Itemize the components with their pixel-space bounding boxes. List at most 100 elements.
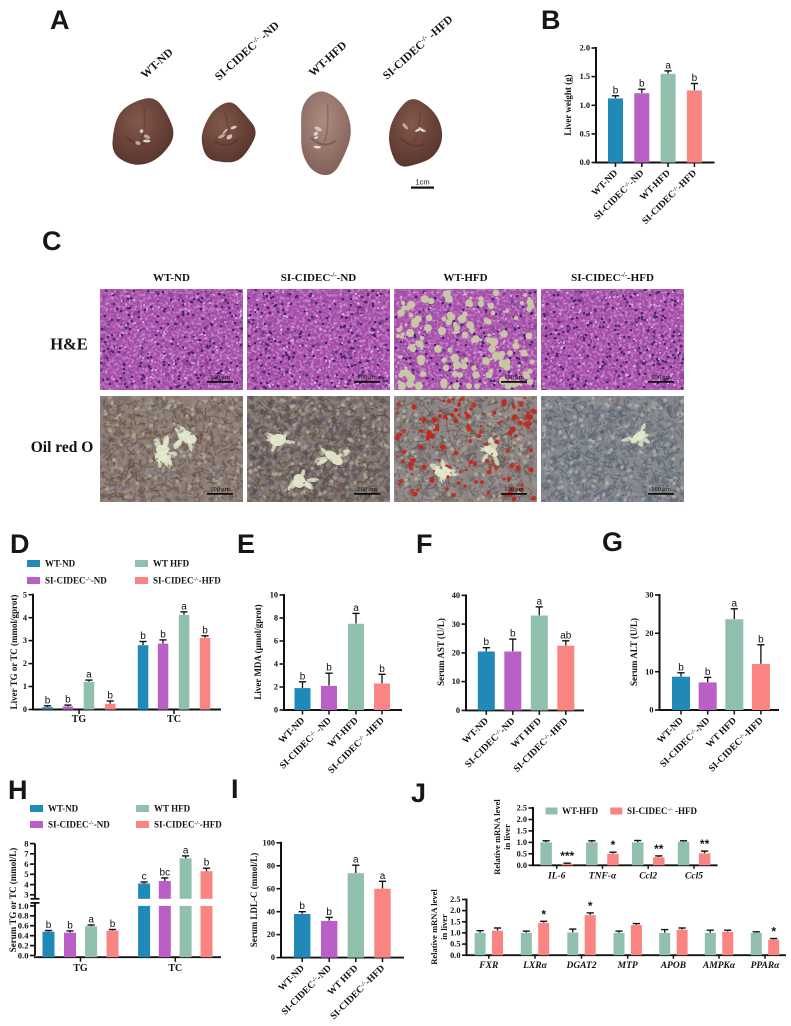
svg-text:Liver MDA (μmol/gprot): Liver MDA (μmol/gprot)	[253, 604, 263, 699]
svg-text:WT HFD: WT HFD	[153, 559, 190, 569]
svg-text:Liver TG or TC (mmol/gprot): Liver TG or TC (mmol/gprot)	[9, 595, 19, 710]
svg-text:1.5: 1.5	[450, 917, 460, 926]
svg-text:b: b	[678, 662, 684, 673]
svg-text:100: 100	[263, 838, 275, 847]
svg-text:0.5: 0.5	[580, 130, 590, 139]
svg-text:100 μm: 100 μm	[651, 486, 671, 493]
svg-text:WT-ND: WT-ND	[153, 272, 190, 284]
svg-text:b: b	[326, 663, 332, 674]
svg-text:1.5: 1.5	[517, 827, 527, 836]
svg-text:Serum LDL-C (mmol/L): Serum LDL-C (mmol/L)	[249, 853, 259, 948]
svg-text:a: a	[86, 670, 92, 681]
svg-text:C: C	[42, 226, 62, 256]
svg-text:40: 40	[452, 591, 460, 600]
svg-text:7: 7	[24, 849, 29, 859]
svg-text:4: 4	[274, 660, 278, 669]
svg-text:20: 20	[267, 930, 275, 939]
svg-text:1: 1	[23, 682, 27, 691]
svg-text:A: A	[50, 5, 70, 35]
svg-text:F: F	[416, 529, 433, 559]
svg-text:4: 4	[23, 613, 27, 622]
svg-text:Relative mRNA level: Relative mRNA level	[429, 889, 439, 965]
svg-text:TNF-α: TNF-α	[589, 871, 617, 881]
svg-text:a: a	[353, 603, 359, 614]
svg-text:WT-ND: WT-ND	[45, 559, 76, 569]
svg-text:b: b	[299, 901, 305, 912]
svg-text:a: a	[353, 855, 359, 866]
svg-text:3: 3	[23, 636, 27, 645]
svg-text:TC: TC	[167, 714, 181, 725]
svg-text:FXR: FXR	[478, 961, 498, 971]
svg-text:80: 80	[267, 861, 275, 870]
svg-text:b: b	[484, 637, 490, 648]
svg-text:*: *	[541, 907, 546, 921]
svg-text:WT-HFD: WT-HFD	[443, 272, 487, 284]
svg-text:Oil red O: Oil red O	[31, 439, 94, 456]
svg-text:b: b	[110, 919, 116, 930]
svg-text:SI-CIDEC-/- -HFD: SI-CIDEC-/- -HFD	[627, 806, 698, 816]
svg-text:in liver: in liver	[502, 824, 512, 850]
svg-text:b: b	[692, 73, 698, 84]
svg-text:I: I	[231, 774, 239, 804]
svg-text:a: a	[732, 598, 738, 609]
svg-text:60: 60	[267, 884, 275, 893]
svg-text:4: 4	[24, 880, 29, 890]
svg-text:a: a	[88, 915, 94, 926]
svg-text:30: 30	[645, 591, 653, 600]
svg-text:0.0: 0.0	[450, 951, 460, 960]
svg-text:Serum AST (U/L): Serum AST (U/L)	[436, 618, 446, 686]
svg-text:b: b	[300, 671, 306, 682]
svg-text:0: 0	[649, 706, 653, 715]
svg-text:*: *	[771, 925, 776, 939]
svg-text:b: b	[204, 858, 210, 869]
svg-text:0.0: 0.0	[517, 861, 527, 870]
svg-text:b: b	[45, 695, 51, 706]
svg-text:b: b	[510, 629, 516, 640]
svg-text:a: a	[183, 845, 189, 856]
svg-text:B: B	[541, 5, 561, 35]
svg-text:20: 20	[452, 649, 460, 658]
svg-text:H&E: H&E	[50, 335, 88, 354]
svg-text:1.0: 1.0	[517, 838, 527, 847]
svg-text:Serum TG or TC (mmol/L): Serum TG or TC (mmol/L)	[8, 848, 18, 953]
svg-text:0: 0	[274, 706, 278, 715]
svg-text:a: a	[380, 871, 386, 882]
svg-text:1.5: 1.5	[580, 72, 590, 81]
svg-text:b: b	[65, 695, 71, 706]
svg-text:bc: bc	[160, 867, 171, 878]
svg-text:1cm: 1cm	[415, 178, 429, 187]
svg-text:b: b	[46, 920, 52, 931]
svg-text:ab: ab	[560, 630, 572, 641]
svg-text:0.0: 0.0	[580, 158, 590, 167]
svg-text:0.8: 0.8	[18, 911, 29, 921]
svg-text:2.5: 2.5	[450, 895, 460, 904]
svg-text:D: D	[10, 529, 30, 559]
svg-text:1.0: 1.0	[450, 929, 460, 938]
svg-text:SI-CIDEC-/--ND: SI-CIDEC-/--ND	[281, 272, 357, 284]
svg-text:10: 10	[270, 591, 278, 600]
svg-text:5: 5	[24, 869, 28, 879]
svg-text:Ccl2: Ccl2	[639, 871, 657, 881]
svg-text:2.0: 2.0	[450, 906, 460, 915]
svg-text:6: 6	[274, 637, 278, 646]
svg-text:LXRα: LXRα	[522, 961, 547, 971]
svg-text:100 μm: 100 μm	[357, 486, 377, 493]
svg-text:J: J	[411, 778, 426, 808]
svg-text:E: E	[237, 529, 255, 559]
svg-text:0.5: 0.5	[450, 940, 460, 949]
svg-text:3: 3	[24, 890, 28, 900]
svg-text:SI-CIDEC-/--ND: SI-CIDEC-/--ND	[45, 576, 107, 586]
svg-text:MTP: MTP	[617, 961, 638, 971]
svg-text:TC: TC	[168, 963, 182, 974]
svg-text:G: G	[602, 527, 623, 557]
svg-text:10: 10	[645, 667, 653, 676]
svg-text:8: 8	[274, 614, 278, 623]
svg-text:b: b	[326, 907, 332, 918]
svg-text:IL-6: IL-6	[547, 871, 566, 881]
svg-text:100 μm: 100 μm	[210, 374, 230, 381]
svg-text:b: b	[202, 625, 208, 636]
svg-text:2: 2	[274, 683, 278, 692]
svg-text:0: 0	[456, 706, 460, 715]
svg-text:0.5: 0.5	[517, 849, 527, 858]
svg-text:b: b	[379, 664, 385, 675]
